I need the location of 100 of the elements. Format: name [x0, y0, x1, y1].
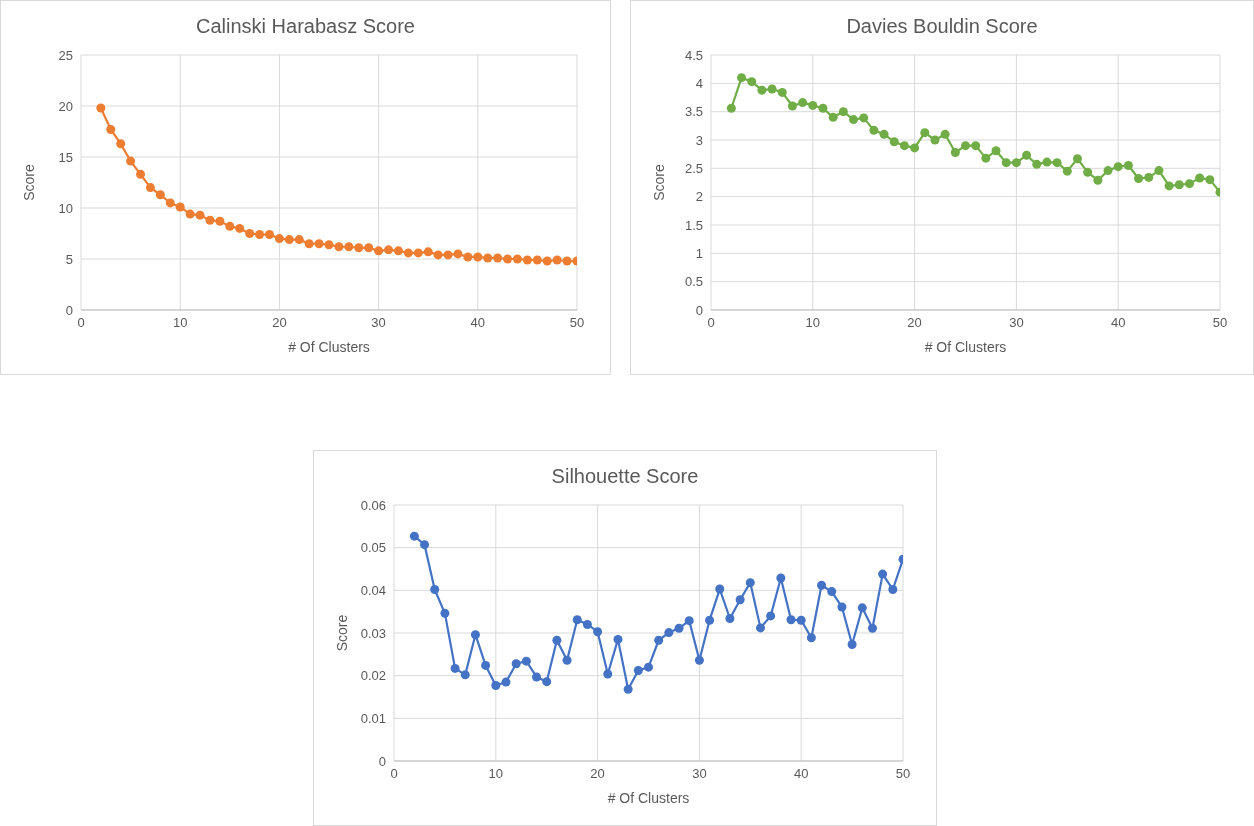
point: [910, 143, 920, 153]
x-tick-label: 10: [488, 766, 504, 782]
x-tick-label: 30: [371, 315, 386, 331]
point: [1042, 157, 1052, 167]
point: [374, 246, 384, 256]
point: [284, 235, 294, 245]
point: [777, 87, 787, 97]
point: [205, 215, 215, 225]
y-tick-label: 0.5: [684, 274, 703, 290]
point: [501, 677, 511, 687]
point: [1001, 158, 1011, 168]
point: [603, 669, 613, 679]
point: [460, 670, 470, 680]
point: [920, 128, 930, 138]
point: [562, 655, 572, 665]
point: [503, 254, 513, 264]
point: [1072, 154, 1082, 164]
point: [470, 630, 480, 640]
y-tick-label: 20: [58, 98, 73, 114]
point: [334, 242, 344, 252]
point: [818, 103, 828, 113]
point: [899, 141, 909, 151]
point: [847, 640, 857, 650]
point: [1011, 158, 1021, 168]
point: [940, 129, 950, 139]
point: [747, 77, 757, 87]
point: [552, 635, 562, 645]
chart-title: Calinski Harabasz Score: [195, 15, 416, 39]
point: [136, 169, 146, 179]
point: [684, 616, 694, 626]
point: [165, 198, 175, 208]
point: [1184, 179, 1194, 189]
x-tick-label: 0: [77, 315, 85, 331]
point: [1083, 167, 1093, 177]
point: [430, 584, 440, 594]
point: [463, 252, 473, 262]
point: [364, 243, 374, 253]
point: [879, 129, 889, 139]
point: [593, 627, 603, 637]
point: [572, 615, 582, 625]
point: [522, 255, 532, 265]
point: [755, 623, 765, 633]
point: [950, 147, 960, 157]
point: [766, 611, 776, 621]
y-axis-title: Score: [650, 164, 667, 201]
point: [582, 619, 592, 629]
point: [1134, 174, 1144, 184]
point: [1113, 162, 1123, 172]
x-tick-label: 20: [590, 766, 605, 782]
point: [126, 156, 136, 166]
y-tick-label: 0: [695, 302, 703, 318]
point: [1195, 173, 1205, 183]
x-axis-title: # Of Clusters: [607, 790, 690, 806]
point: [1032, 159, 1042, 169]
point: [776, 573, 786, 583]
x-tick-label: 50: [895, 766, 911, 782]
point: [837, 602, 847, 612]
point: [483, 253, 493, 263]
point: [1164, 181, 1174, 191]
y-tick-label: 0.02: [360, 668, 386, 684]
chart-title: Davies Bouldin Score: [845, 15, 1039, 39]
chart-title: Silhouette Score: [550, 465, 700, 489]
point: [264, 230, 274, 240]
point: [737, 73, 747, 83]
point: [787, 101, 797, 111]
y-tick-label: 25: [58, 47, 73, 63]
y-tick-label: 0.05: [360, 540, 386, 556]
point: [473, 252, 483, 262]
point: [828, 112, 838, 122]
point: [930, 135, 940, 145]
point: [116, 139, 126, 149]
point: [796, 615, 806, 625]
point: [552, 255, 562, 265]
y-tick-label: 1: [695, 245, 703, 261]
point: [512, 254, 522, 264]
y-tick-label: 4: [695, 75, 703, 91]
point: [859, 113, 869, 123]
y-tick-label: 1.5: [684, 217, 703, 233]
point: [562, 256, 572, 266]
x-tick-label: 40: [793, 766, 809, 782]
point: [294, 235, 304, 245]
point: [453, 249, 463, 259]
y-tick-label: 0.04: [360, 582, 386, 598]
y-tick-label: 4.5: [684, 47, 703, 63]
point: [1123, 161, 1133, 170]
point: [971, 141, 981, 151]
point: [1093, 175, 1103, 185]
point: [542, 677, 552, 687]
point: [808, 100, 818, 110]
point: [324, 240, 334, 250]
point: [185, 209, 195, 219]
y-tick-label: 0.01: [360, 710, 386, 726]
point: [542, 256, 552, 266]
point: [1022, 150, 1032, 160]
point: [991, 146, 1001, 156]
point: [245, 229, 255, 238]
point: [715, 584, 725, 594]
y-tick-label: 0.06: [360, 497, 386, 513]
x-tick-label: 40: [1110, 315, 1126, 331]
point: [613, 634, 623, 644]
